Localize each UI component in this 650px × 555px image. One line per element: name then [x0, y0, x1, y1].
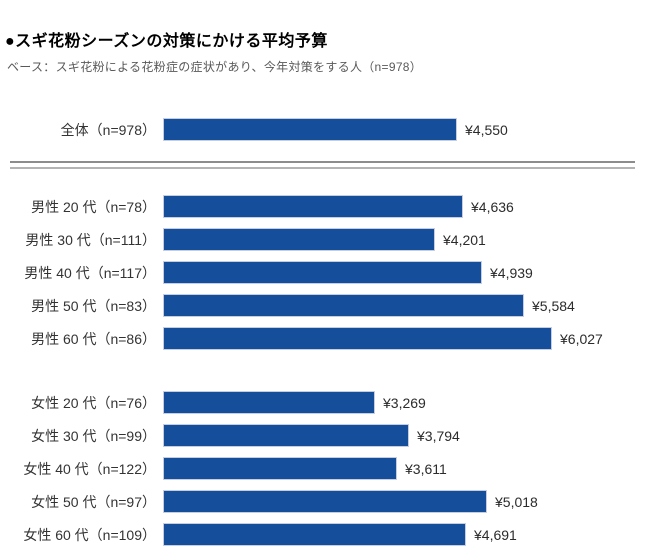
- section-divider: [10, 161, 635, 169]
- value-label: ¥4,636: [471, 198, 514, 215]
- bar-row: 女性 20 代（n=76） ¥3,269: [0, 386, 650, 419]
- group-male: 男性 20 代（n=78） ¥4,636 男性 30 代（n=111） ¥4,2…: [0, 190, 650, 355]
- bar: [163, 391, 375, 414]
- value-label: ¥4,691: [474, 526, 517, 543]
- category-label: 男性 60 代（n=86）: [31, 330, 156, 347]
- value-label: ¥5,584: [532, 297, 575, 314]
- bar-row: 男性 60 代（n=86） ¥6,027: [0, 322, 650, 355]
- bar: [163, 424, 409, 447]
- category-label: 男性 50 代（n=83）: [31, 297, 156, 314]
- bar: [163, 261, 482, 284]
- bar-row: 男性 50 代（n=83） ¥5,584: [0, 289, 650, 322]
- bar: [163, 294, 524, 317]
- chart-base-note: ベース：スギ花粉による花粉症の症状があり、今年対策をする人（n=978）: [7, 60, 423, 74]
- bar: [163, 523, 466, 546]
- bar: [163, 457, 397, 480]
- value-label: ¥3,794: [417, 427, 460, 444]
- divider-line-top: [10, 161, 635, 163]
- category-label: 女性 40 代（n=122）: [23, 460, 156, 477]
- bar: [163, 118, 457, 141]
- bar-row: 女性 50 代（n=97） ¥5,018: [0, 485, 650, 518]
- bar-row: 全体（n=978） ¥4,550: [0, 113, 650, 146]
- bar: [163, 228, 435, 251]
- category-label: 男性 30 代（n=111）: [25, 231, 156, 248]
- bar: [163, 327, 552, 350]
- divider-line-bottom: [10, 167, 635, 169]
- value-label: ¥3,269: [383, 394, 426, 411]
- value-label: ¥4,201: [443, 231, 486, 248]
- bar-row: 男性 40 代（n=117） ¥4,939: [0, 256, 650, 289]
- value-label: ¥4,939: [490, 264, 533, 281]
- category-label: 男性 40 代（n=117）: [24, 264, 156, 281]
- group-female: 女性 20 代（n=76） ¥3,269 女性 30 代（n=99） ¥3,79…: [0, 386, 650, 551]
- category-label: 女性 30 代（n=99）: [31, 427, 156, 444]
- bar-row: 女性 40 代（n=122） ¥3,611: [0, 452, 650, 485]
- bar-row: 男性 30 代（n=111） ¥4,201: [0, 223, 650, 256]
- bar: [163, 195, 463, 218]
- bar-row: 男性 20 代（n=78） ¥4,636: [0, 190, 650, 223]
- value-label: ¥6,027: [560, 330, 603, 347]
- bar-row: 女性 60 代（n=109） ¥4,691: [0, 518, 650, 551]
- group-overall: 全体（n=978） ¥4,550: [0, 113, 650, 146]
- category-label: 女性 20 代（n=76）: [31, 394, 156, 411]
- bar: [163, 490, 487, 513]
- value-label: ¥5,018: [495, 493, 538, 510]
- category-label: 女性 50 代（n=97）: [31, 493, 156, 510]
- category-label: 全体（n=978）: [60, 121, 156, 138]
- category-label: 女性 60 代（n=109）: [23, 526, 156, 543]
- bar-row: 女性 30 代（n=99） ¥3,794: [0, 419, 650, 452]
- value-label: ¥4,550: [465, 121, 508, 138]
- chart-title: ●スギ花粉シーズンの対策にかける平均予算: [5, 33, 328, 50]
- category-label: 男性 20 代（n=78）: [31, 198, 156, 215]
- value-label: ¥3,611: [405, 460, 447, 477]
